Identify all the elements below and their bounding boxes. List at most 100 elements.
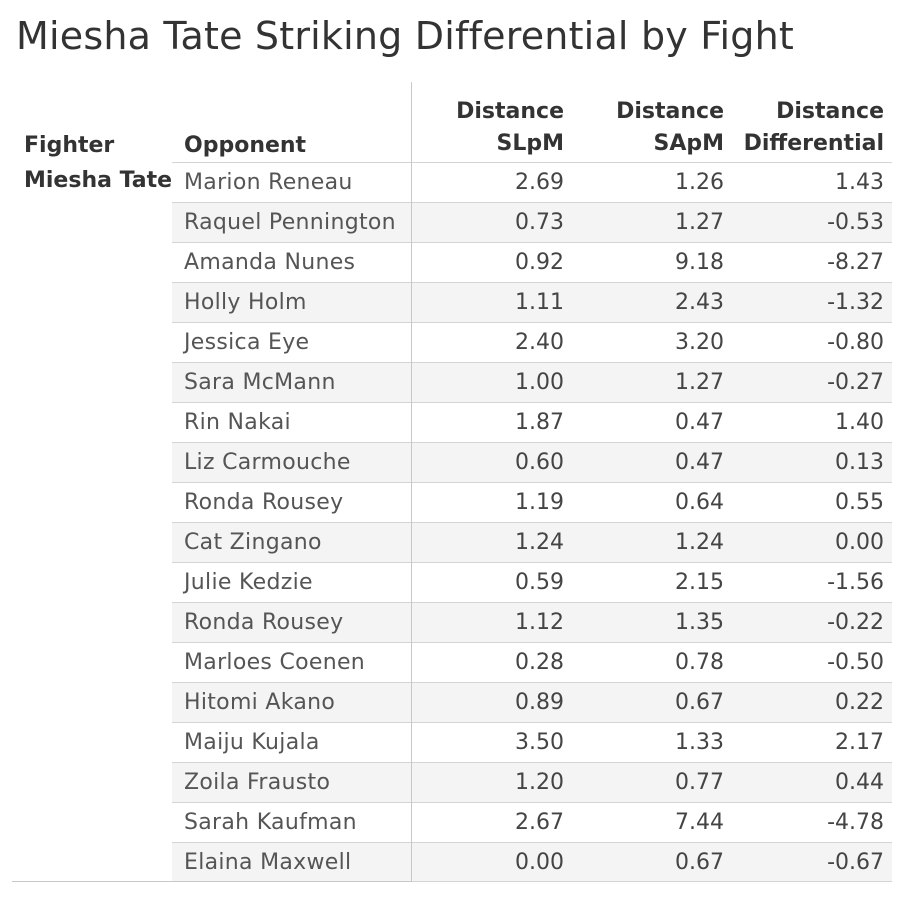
page-title: Miesha Tate Striking Differential by Fig… [16,14,795,58]
header-diff-line1[interactable]: Distance [776,99,884,124]
opponent-cell: Cat Zingano [184,530,322,555]
table-row[interactable]: Raquel Pennington 0.73 1.27 -0.53 [172,202,892,242]
opponent-cell: Ronda Rousey [184,490,344,515]
sapm-cell: 1.33 [675,730,724,755]
table-row[interactable]: Marloes Coenen 0.28 0.78 -0.50 [172,642,892,682]
opponent-cell: Sarah Kaufman [184,810,357,835]
slpm-cell: 0.60 [515,450,564,475]
header-sapm-line2[interactable]: SApM [653,131,724,156]
differential-cell: 1.43 [835,170,884,195]
differential-cell: -4.78 [827,810,884,835]
header-sapm-line1[interactable]: Distance [616,99,724,124]
table-bottom-rule [12,881,412,882]
slpm-cell: 0.89 [515,690,564,715]
slpm-cell: 1.19 [515,490,564,515]
opponent-cell: Liz Carmouche [184,450,351,475]
table-row[interactable]: Holly Holm 1.11 2.43 -1.32 [172,282,892,322]
slpm-cell: 1.24 [515,530,564,555]
opponent-cell: Maiju Kujala [184,730,320,755]
table-row[interactable]: Amanda Nunes 0.92 9.18 -8.27 [172,242,892,282]
sapm-cell: 3.20 [675,330,724,355]
differential-cell: -8.27 [827,250,884,275]
slpm-cell: 0.59 [515,570,564,595]
differential-cell: -0.50 [827,650,884,675]
sapm-cell: 7.44 [675,810,724,835]
table-row[interactable]: Zoila Frausto 1.20 0.77 0.44 [172,762,892,802]
table-row[interactable]: Maiju Kujala 3.50 1.33 2.17 [172,722,892,762]
opponent-cell: Ronda Rousey [184,610,344,635]
table-row[interactable]: Rin Nakai 1.87 0.47 1.40 [172,402,892,442]
slpm-cell: 0.28 [515,650,564,675]
table-row[interactable]: Marion Reneau 2.69 1.26 1.43 [172,162,892,202]
opponent-cell: Amanda Nunes [184,250,356,275]
slpm-cell: 1.11 [515,290,564,315]
table-row[interactable]: Elaina Maxwell 0.00 0.67 -0.67 [172,842,892,882]
striking-table: Fighter Opponent Distance SLpM Distance … [12,82,892,882]
table-row[interactable]: Sarah Kaufman 2.67 7.44 -4.78 [172,802,892,842]
table-row[interactable]: Ronda Rousey 1.19 0.64 0.55 [172,482,892,522]
header-opponent[interactable]: Opponent [184,133,307,158]
column-divider [411,82,412,882]
table-row[interactable]: Jessica Eye 2.40 3.20 -0.80 [172,322,892,362]
slpm-cell: 1.20 [515,770,564,795]
slpm-cell: 1.87 [515,410,564,435]
opponent-cell: Zoila Frausto [184,770,331,795]
sapm-cell: 0.47 [675,410,724,435]
header-slpm-line2[interactable]: SLpM [496,131,564,156]
differential-cell: -0.22 [827,610,884,635]
slpm-cell: 2.40 [515,330,564,355]
table-row[interactable]: Sara McMann 1.00 1.27 -0.27 [172,362,892,402]
slpm-cell: 0.73 [515,210,564,235]
slpm-cell: 0.92 [515,250,564,275]
table-body: Marion Reneau 2.69 1.26 1.43 Raquel Penningt… [172,162,892,882]
slpm-cell: 2.69 [515,170,564,195]
table-row[interactable]: Liz Carmouche 0.60 0.47 0.13 [172,442,892,482]
header-fighter[interactable]: Fighter [24,133,115,158]
differential-cell: 0.55 [835,490,884,515]
sapm-cell: 0.67 [675,690,724,715]
differential-cell: 0.13 [835,450,884,475]
sapm-cell: 9.18 [675,250,724,275]
differential-cell: 2.17 [835,730,884,755]
table-row[interactable]: Julie Kedzie 0.59 2.15 -1.56 [172,562,892,602]
sapm-cell: 0.78 [675,650,724,675]
differential-cell: -0.27 [827,370,884,395]
table-row[interactable]: Cat Zingano 1.24 1.24 0.00 [172,522,892,562]
slpm-cell: 0.00 [515,850,564,875]
sapm-cell: 1.35 [675,610,724,635]
differential-cell: 0.00 [835,530,884,555]
sapm-cell: 1.27 [675,370,724,395]
sapm-cell: 2.43 [675,290,724,315]
header-slpm-line1[interactable]: Distance [456,99,564,124]
sapm-cell: 0.67 [675,850,724,875]
slpm-cell: 1.12 [515,610,564,635]
sapm-cell: 2.15 [675,570,724,595]
table-row[interactable]: Hitomi Akano 0.89 0.67 0.22 [172,682,892,722]
opponent-cell: Jessica Eye [184,330,310,355]
sapm-cell: 1.27 [675,210,724,235]
differential-cell: -1.56 [827,570,884,595]
opponent-cell: Julie Kedzie [184,570,313,595]
opponent-cell: Hitomi Akano [184,690,336,715]
sapm-cell: 0.47 [675,450,724,475]
sapm-cell: 0.64 [675,490,724,515]
differential-cell: 0.22 [835,690,884,715]
table-row[interactable]: Ronda Rousey 1.12 1.35 -0.22 [172,602,892,642]
differential-cell: -0.80 [827,330,884,355]
opponent-cell: Rin Nakai [184,410,291,435]
differential-cell: -0.67 [827,850,884,875]
differential-cell: -0.53 [827,210,884,235]
sapm-cell: 1.24 [675,530,724,555]
slpm-cell: 2.67 [515,810,564,835]
differential-cell: 1.40 [835,410,884,435]
header-diff-line2[interactable]: Differential [743,131,884,156]
sapm-cell: 1.26 [675,170,724,195]
differential-cell: -1.32 [827,290,884,315]
slpm-cell: 3.50 [515,730,564,755]
slpm-cell: 1.00 [515,370,564,395]
opponent-cell: Elaina Maxwell [184,850,352,875]
opponent-cell: Raquel Pennington [184,210,396,235]
opponent-cell: Marloes Coenen [184,650,366,675]
sapm-cell: 0.77 [675,770,724,795]
opponent-cell: Sara McMann [184,370,336,395]
